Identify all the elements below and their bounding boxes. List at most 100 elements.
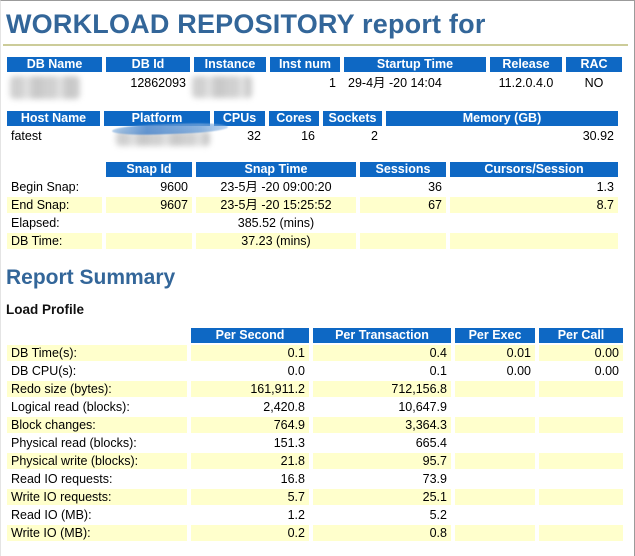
snapshot-cell-2-1 bbox=[106, 215, 192, 231]
load-profile-cell-5-1: 151.3 bbox=[273, 436, 305, 450]
load-profile-cell-0-2: 0.4 bbox=[313, 345, 451, 361]
load-profile-col-header-per-second: Per Second bbox=[191, 328, 309, 343]
host-info-table: Host Name Platform CPUs Cores Sockets Memory … bbox=[3, 109, 622, 146]
snapshot-col-header-sessions: Sessions bbox=[360, 162, 446, 177]
load-profile-row-1: DB CPU(s): 0.0 0.1 0.00 0.00 bbox=[7, 363, 623, 379]
snapshot-cell-3-0: DB Time: bbox=[7, 233, 102, 249]
load-profile-cell-10-3 bbox=[455, 525, 535, 541]
load-profile-col-header-blank bbox=[7, 328, 187, 343]
load-profile-cell-10-0: Write IO (MB): bbox=[7, 525, 187, 541]
db-info-col-header-instance: Instance bbox=[194, 57, 266, 72]
host-info-header-row: Host Name Platform CPUs Cores Sockets Memory … bbox=[7, 111, 618, 126]
load-profile-row-9: Read IO (MB): 1.2 5.2 bbox=[7, 507, 623, 523]
host-info-cell-0-2: 32 bbox=[247, 129, 261, 143]
snapshot-col-header-snap-time: Snap Time bbox=[196, 162, 356, 177]
load-profile-row-0: DB Time(s): 0.1 0.4 0.01 0.00 bbox=[7, 345, 623, 361]
load-profile-table: Per Second Per Transaction Per Exec Per Cal… bbox=[3, 326, 627, 543]
load-profile-cell-6-2: 95.7 bbox=[313, 453, 451, 469]
snapshot-cell-3-4 bbox=[450, 233, 618, 249]
host-info-cell-0-0: fatest bbox=[11, 129, 42, 143]
snapshot-cell-3-1 bbox=[106, 233, 192, 249]
load-profile-cell-0-0: DB Time(s): bbox=[7, 345, 187, 361]
load-profile-cell-0-4: 0.00 bbox=[539, 345, 623, 361]
load-profile-cell-10-2: 0.8 bbox=[313, 525, 451, 541]
db-info-col-header-inst-num: Inst num bbox=[270, 57, 340, 72]
db-info-cell-0-6: NO bbox=[584, 76, 604, 90]
load-profile-row-5: Physical read (blocks): 151.3 665.4 bbox=[7, 435, 623, 451]
load-profile-cell-6-3 bbox=[455, 453, 535, 469]
host-info-col-header-sockets: Sockets bbox=[323, 111, 382, 126]
load-profile-cell-0-1: 0.1 bbox=[191, 345, 309, 361]
load-profile-cell-2-2: 712,156.8 bbox=[313, 381, 451, 397]
host-info-cell-0-4: 2 bbox=[371, 129, 378, 143]
load-profile-row-7: Read IO requests: 16.8 73.9 bbox=[7, 471, 623, 487]
load-profile-cell-9-3 bbox=[455, 507, 535, 523]
load-profile-cell-7-2: 73.9 bbox=[422, 472, 447, 486]
snapshot-cell-2-3 bbox=[360, 215, 446, 231]
instance-redaction-blur bbox=[192, 76, 252, 98]
host-info-col-header-host-name: Host Name bbox=[7, 111, 100, 126]
load-profile-cell-3-2: 10,647.9 bbox=[398, 400, 447, 414]
db-name-redaction-blur bbox=[10, 76, 80, 99]
load-profile-cell-1-3: 0.00 bbox=[506, 364, 531, 378]
host-info-col-header-platform: Platform bbox=[104, 111, 210, 126]
db-info-cell-0-5: 11.2.0.4.0 bbox=[498, 76, 554, 90]
snapshot-cell-0-4: 1.3 bbox=[596, 180, 614, 194]
load-profile-cell-4-0: Block changes: bbox=[7, 417, 187, 433]
snapshot-cell-2-0: Elapsed: bbox=[11, 216, 60, 230]
db-info-cell-0-2 bbox=[192, 74, 266, 98]
load-profile-cell-7-4 bbox=[539, 471, 623, 487]
host-info-col-header-cpus: CPUs bbox=[214, 111, 265, 126]
load-profile-header-row: Per Second Per Transaction Per Exec Per Cal… bbox=[7, 328, 623, 343]
platform-redaction-blur bbox=[116, 131, 210, 146]
snapshot-cell-3-3 bbox=[360, 233, 446, 249]
report-title: WORKLOAD REPOSITORY report for bbox=[6, 9, 486, 39]
load-profile-cell-1-1: 0.0 bbox=[287, 364, 305, 378]
host-info-row-0: fatest 32 16 2 30.92 bbox=[7, 121, 618, 146]
snapshot-cell-0-0: Begin Snap: bbox=[11, 180, 80, 194]
snapshot-col-header-snap-id: Snap Id bbox=[106, 162, 192, 177]
load-profile-cell-8-3 bbox=[455, 489, 535, 505]
load-profile-cell-7-0: Read IO requests: bbox=[11, 472, 113, 486]
load-profile-col-header-per-call: Per Call bbox=[539, 328, 623, 343]
load-profile-cell-5-4 bbox=[539, 435, 623, 451]
load-profile-cell-8-2: 25.1 bbox=[313, 489, 451, 505]
load-profile-cell-5-3 bbox=[455, 435, 535, 451]
load-profile-cell-3-4 bbox=[539, 399, 623, 415]
load-profile-cell-0-3: 0.01 bbox=[455, 345, 535, 361]
load-profile-row-3: Logical read (blocks): 2,420.8 10,647.9 bbox=[7, 399, 623, 415]
load-profile-cell-8-1: 5.7 bbox=[191, 489, 309, 505]
snapshot-cell-2-2: 385.52 (mins) bbox=[237, 216, 315, 230]
snapshot-row-1: End Snap: 9607 23-5月 -20 15:25:52 67 8.7 bbox=[7, 197, 618, 213]
load-profile-col-header-per-exec: Per Exec bbox=[455, 328, 535, 343]
db-info-col-header-db-name: DB Name bbox=[7, 57, 102, 72]
db-info-cell-0-0 bbox=[7, 74, 102, 99]
title-rule bbox=[3, 44, 628, 46]
db-info-table: DB Name DB Id Instance Inst num Startup Time… bbox=[3, 55, 626, 100]
snapshot-cell-1-2: 23-5月 -20 15:25:52 bbox=[196, 197, 356, 213]
snapshot-col-header-cursors-session: Cursors/Session bbox=[450, 162, 618, 177]
load-profile-cell-9-2: 5.2 bbox=[429, 508, 447, 522]
load-profile-cell-3-0: Logical read (blocks): bbox=[11, 400, 130, 414]
load-profile-cell-8-0: Write IO requests: bbox=[7, 489, 187, 505]
load-profile-row-8: Write IO requests: 5.7 25.1 bbox=[7, 489, 623, 505]
load-profile-cell-4-2: 3,364.3 bbox=[313, 417, 451, 433]
load-profile-cell-9-4 bbox=[539, 507, 623, 523]
load-profile-cell-2-1: 161,911.2 bbox=[191, 381, 309, 397]
db-info-col-header-startup-time: Startup Time bbox=[344, 57, 486, 72]
db-info-col-header-release: Release bbox=[490, 57, 562, 72]
db-info-row-0: 12862093 1 29-4月 -20 14:04 11.2.0.4.0 NO bbox=[7, 74, 622, 99]
load-profile-cell-4-3 bbox=[455, 417, 535, 433]
load-profile-cell-5-0: Physical read (blocks): bbox=[11, 436, 137, 450]
load-profile-cell-3-1: 2,420.8 bbox=[263, 400, 305, 414]
host-info-cell-0-5: 30.92 bbox=[582, 129, 614, 143]
load-profile-cell-6-0: Physical write (blocks): bbox=[7, 453, 187, 469]
load-profile-row-4: Block changes: 764.9 3,364.3 bbox=[7, 417, 623, 433]
host-info-cell-0-1 bbox=[104, 121, 229, 146]
host-info-col-header-memory-gb: Memory (GB) bbox=[386, 111, 618, 126]
db-info-col-header-db-id: DB Id bbox=[106, 57, 190, 72]
db-info-cell-0-1: 12862093 bbox=[130, 76, 186, 90]
load-profile-cell-4-4 bbox=[539, 417, 623, 433]
load-profile-row-10: Write IO (MB): 0.2 0.8 bbox=[7, 525, 623, 541]
